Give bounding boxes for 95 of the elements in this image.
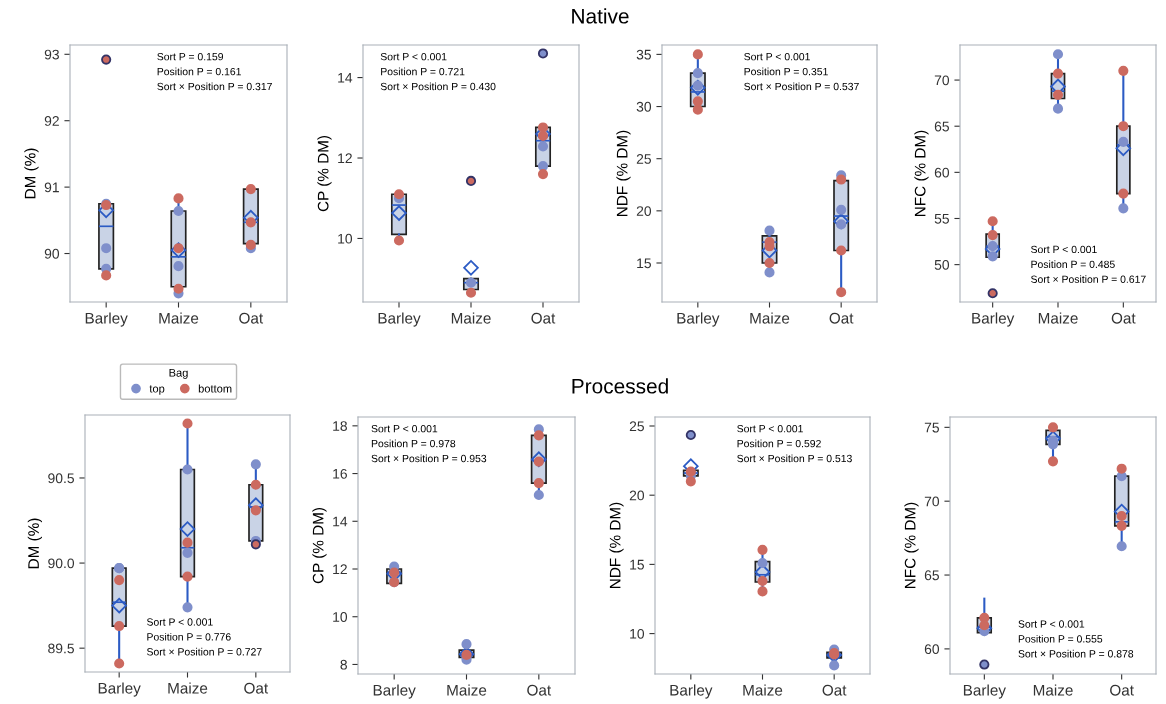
y-tick-label: 10	[333, 612, 348, 622]
annotation: Sort P < 0.001	[744, 52, 810, 61]
y-tick-label: 90.5	[48, 473, 74, 484]
y-tick-label: 8	[340, 659, 347, 670]
annotation: Sort P < 0.001	[737, 424, 803, 433]
y-tick-label: 14	[338, 73, 353, 83]
x-tick-label: Barley	[677, 312, 720, 327]
annotation: Position P = 0.721	[381, 67, 465, 76]
y-tick-label: 75	[924, 422, 939, 433]
y-tick-label: 91	[44, 182, 59, 193]
x-tick-label: Oat	[822, 684, 847, 696]
y-tick-label: 15	[637, 258, 651, 269]
y-axis-title: NFC (% DM)	[904, 502, 919, 588]
legend-label: top	[149, 385, 165, 395]
x-tick-label: Oat	[239, 312, 264, 324]
y-tick-label: 93	[44, 49, 59, 60]
y-tick-label: 70	[924, 496, 940, 507]
y-tick-label: 10	[630, 628, 645, 639]
annotation: Sort × Position P = 0.537	[744, 82, 859, 91]
y-tick-label: 70	[934, 75, 950, 86]
y-axis-title: NFC (% DM)	[914, 130, 929, 216]
annotation: Sort P < 0.001	[371, 424, 438, 433]
annotation: Position P = 0.161	[157, 67, 241, 76]
x-tick-label: Maize	[743, 684, 783, 696]
annotation: Sort × Position P = 0.878	[1018, 649, 1134, 658]
y-tick-label: 20	[629, 490, 645, 501]
annotation: Sort × Position P = 0.317	[157, 82, 272, 91]
y-tick-label: 18	[333, 421, 347, 431]
annotation: Sort P < 0.001	[1018, 620, 1085, 628]
x-tick-label: Barley	[963, 684, 1006, 699]
annotation: Sort P < 0.001	[380, 52, 447, 61]
x-tick-label: Barley	[85, 312, 128, 327]
y-tick-label: 35	[636, 49, 651, 60]
chart-title: Native	[572, 8, 629, 24]
annotation: Sort P < 0.001	[1031, 245, 1097, 254]
x-tick-label: Maize	[168, 682, 208, 694]
x-tick-label: Barley	[972, 312, 1015, 327]
y-tick-label: 65	[924, 570, 939, 581]
legend-label: bottom	[198, 384, 232, 393]
y-tick-label: 14	[333, 516, 348, 527]
y-tick-label: 25	[629, 421, 644, 432]
annotation: Sort P < 0.001	[146, 618, 213, 626]
x-tick-label: Maize	[159, 312, 199, 324]
y-tick-label: 60	[934, 167, 950, 178]
x-tick-label: Oat	[527, 684, 552, 696]
x-tick-label: Maize	[750, 312, 790, 324]
y-axis-title: NDF (% DM)	[616, 130, 631, 216]
y-tick-label: 90	[44, 248, 60, 259]
x-tick-label: Barley	[378, 312, 421, 327]
y-tick-label: 16	[333, 468, 347, 479]
y-axis-title: DM (%)	[24, 148, 39, 199]
x-tick-label: Oat	[829, 312, 854, 324]
annotation: Sort × Position P = 0.513	[737, 454, 852, 463]
annotation: Position P = 0.555	[1018, 634, 1103, 643]
y-tick-label: 10	[338, 233, 353, 244]
y-axis-title: NDF (% DM)	[609, 502, 624, 588]
legend-title: Bag	[169, 368, 188, 379]
x-tick-label: Barley	[670, 684, 713, 699]
annotation: Sort × Position P = 0.727	[146, 647, 262, 656]
annotation: Sort × Position P = 0.953	[371, 454, 487, 463]
chart-title: Processed	[572, 378, 668, 394]
x-tick-label: Maize	[1038, 312, 1078, 324]
annotation: Sort P = 0.159	[157, 52, 224, 61]
annotation: Position P = 0.485	[1031, 260, 1115, 269]
x-tick-label: Maize	[1033, 684, 1073, 696]
annotation: Sort × Position P = 0.430	[380, 82, 496, 91]
x-tick-label: Oat	[531, 312, 556, 324]
y-tick-label: 89.5	[48, 643, 74, 654]
y-tick-label: 30	[636, 101, 652, 112]
annotation: Position P = 0.592	[737, 439, 821, 448]
y-axis-title: CP (% DM)	[312, 507, 327, 584]
x-tick-label: Barley	[98, 682, 141, 697]
y-tick-label: 92	[44, 116, 59, 126]
y-tick-label: 12	[338, 153, 352, 164]
x-tick-label: Barley	[373, 684, 416, 699]
y-tick-label: 90.0	[48, 558, 75, 569]
y-tick-label: 50	[934, 259, 950, 270]
y-tick-label: 55	[934, 213, 949, 224]
annotation: Sort × Position P = 0.617	[1031, 275, 1146, 283]
x-tick-label: Maize	[447, 684, 487, 696]
y-tick-label: 15	[630, 559, 644, 570]
x-tick-label: Oat	[1110, 684, 1134, 696]
y-axis-title: CP (% DM)	[317, 135, 332, 212]
annotation: Position P = 0.351	[744, 67, 828, 76]
x-tick-label: Maize	[451, 312, 491, 324]
annotation: Position P = 0.978	[371, 439, 456, 448]
y-tick-label: 60	[924, 644, 940, 655]
x-tick-label: Oat	[1111, 312, 1136, 324]
y-tick-label: 12	[333, 564, 347, 575]
y-axis-title: DM (%)	[27, 518, 42, 569]
x-tick-label: Oat	[244, 682, 269, 694]
annotation: Position P = 0.776	[147, 632, 231, 641]
y-tick-label: 25	[636, 154, 651, 164]
y-tick-label: 65	[934, 121, 949, 132]
y-tick-label: 20	[636, 206, 652, 217]
